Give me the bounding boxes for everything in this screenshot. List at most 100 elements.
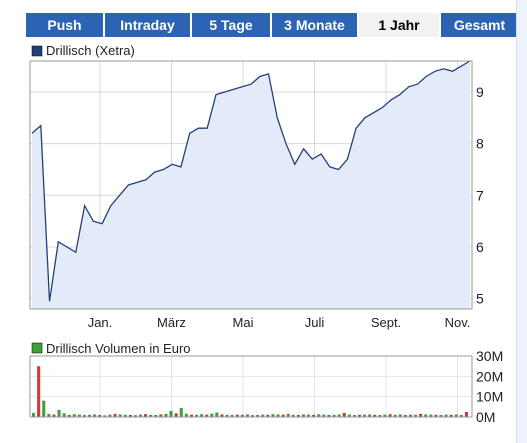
- volume-bar: [164, 413, 168, 417]
- volume-bar: [77, 414, 81, 417]
- volume-bar: [383, 414, 387, 417]
- volume-bar: [32, 412, 36, 417]
- volume-bar: [408, 414, 412, 417]
- volume-bar: [459, 415, 463, 417]
- volume-plot-frame: [29, 355, 473, 418]
- volume-y-tick-label: 30M: [476, 348, 503, 364]
- volume-bar: [179, 407, 183, 417]
- volume-bar: [286, 413, 290, 417]
- volume-bar: [261, 414, 265, 417]
- volume-bar: [200, 414, 204, 417]
- tab-gesamt[interactable]: Gesamt: [441, 13, 518, 37]
- volume-bar: [245, 414, 249, 417]
- volume-bar: [256, 415, 260, 417]
- price-y-tick-label: 8: [476, 136, 484, 152]
- price-x-tick-label: März: [157, 315, 186, 330]
- tab-5-tage[interactable]: 5 Tage: [192, 13, 270, 37]
- price-y-tick-label: 6: [476, 239, 484, 255]
- volume-bar: [276, 414, 280, 417]
- volume-bar: [205, 414, 209, 417]
- volume-bar: [464, 411, 468, 417]
- volume-bar: [103, 415, 107, 417]
- price-line: [31, 60, 471, 302]
- volume-bar: [62, 413, 66, 417]
- volume-bar: [189, 414, 193, 417]
- volume-bar: [388, 414, 392, 417]
- volume-bar: [98, 415, 102, 417]
- volume-bar: [378, 415, 382, 417]
- volume-bar: [169, 410, 173, 417]
- legend-swatch-price: [31, 45, 43, 57]
- volume-bar: [220, 414, 224, 417]
- volume-bar: [88, 414, 92, 417]
- volume-bar: [149, 414, 153, 417]
- volume-bar: [358, 414, 362, 417]
- volume-bar: [403, 415, 407, 417]
- volume-bar: [342, 412, 346, 417]
- volume-bar: [113, 413, 117, 417]
- volume-bar: [67, 415, 71, 417]
- volume-bar: [444, 414, 448, 417]
- price-plot-border: [29, 60, 473, 310]
- price-y-tick-label: 5: [476, 291, 484, 307]
- volume-bar: [93, 414, 97, 417]
- volume-bar: [414, 414, 418, 417]
- volume-bar: [317, 414, 321, 417]
- volume-bar: [235, 414, 239, 417]
- volume-bar: [57, 409, 61, 417]
- volume-plot-border: [29, 355, 473, 418]
- legend-label-price: Drillisch (Xetra): [46, 43, 135, 58]
- volume-bar: [449, 414, 453, 417]
- volume-bar: [154, 415, 158, 417]
- volume-bar: [215, 412, 219, 417]
- volume-bar: [118, 414, 122, 417]
- tab-3-monate[interactable]: 3 Monate: [272, 13, 357, 37]
- volume-bar: [195, 414, 199, 417]
- volume-bar: [327, 415, 331, 417]
- price-y-tick-label: 9: [476, 84, 484, 100]
- volume-bar: [37, 366, 41, 417]
- volume-bar: [225, 414, 229, 417]
- volume-bar: [352, 415, 356, 417]
- price-panel: Drillisch (Xetra) 5 6 7 8 9 Jan. März Mai Juli Sep…: [29, 43, 484, 330]
- volume-panel: Drillisch Volumen in Euro 30M 20M 10M 0M: [29, 341, 503, 425]
- volume-y-tick-label: 20M: [476, 368, 503, 384]
- legend-swatch-volume: [31, 342, 43, 354]
- volume-bar: [301, 414, 305, 417]
- volume-bar: [230, 415, 234, 417]
- volume-bar: [82, 415, 86, 417]
- volume-y-tick-label: 10M: [476, 389, 503, 405]
- volume-bar: [128, 415, 132, 417]
- volume-bar: [393, 414, 397, 417]
- tab-1-jahr[interactable]: 1 Jahr: [359, 13, 439, 37]
- volume-bar: [439, 415, 443, 417]
- legend-label-volume: Drillisch Volumen in Euro: [46, 341, 191, 356]
- timeframe-tabs: Push Intraday 5 Tage 3 Monate 1 Jahr Ges…: [26, 13, 526, 37]
- volume-bar: [398, 414, 402, 417]
- volume-bar: [337, 414, 341, 417]
- volume-bar: [368, 414, 372, 417]
- volume-bar: [373, 414, 377, 417]
- volume-y-tick-label: 0M: [476, 409, 495, 425]
- volume-bar: [210, 413, 214, 417]
- volume-bar: [281, 414, 285, 417]
- price-x-tick-label: Juli: [305, 315, 325, 330]
- tab-intraday[interactable]: Intraday: [105, 13, 190, 37]
- price-x-tick-label: Jan.: [88, 315, 113, 330]
- volume-bar: [271, 414, 275, 417]
- volume-bar: [429, 414, 433, 417]
- volume-bar: [108, 414, 112, 417]
- volume-bar: [322, 414, 326, 417]
- price-x-tick-label: Nov.: [445, 315, 471, 330]
- volume-bar: [133, 415, 137, 417]
- volume-bar: [296, 415, 300, 417]
- price-x-tick-label: Sept.: [371, 315, 401, 330]
- volume-bar: [434, 414, 438, 417]
- volume-bar: [42, 400, 46, 417]
- volume-bar: [291, 414, 295, 417]
- tab-push[interactable]: Push: [26, 13, 103, 37]
- volume-bar: [52, 414, 56, 417]
- volume-bar: [144, 414, 148, 417]
